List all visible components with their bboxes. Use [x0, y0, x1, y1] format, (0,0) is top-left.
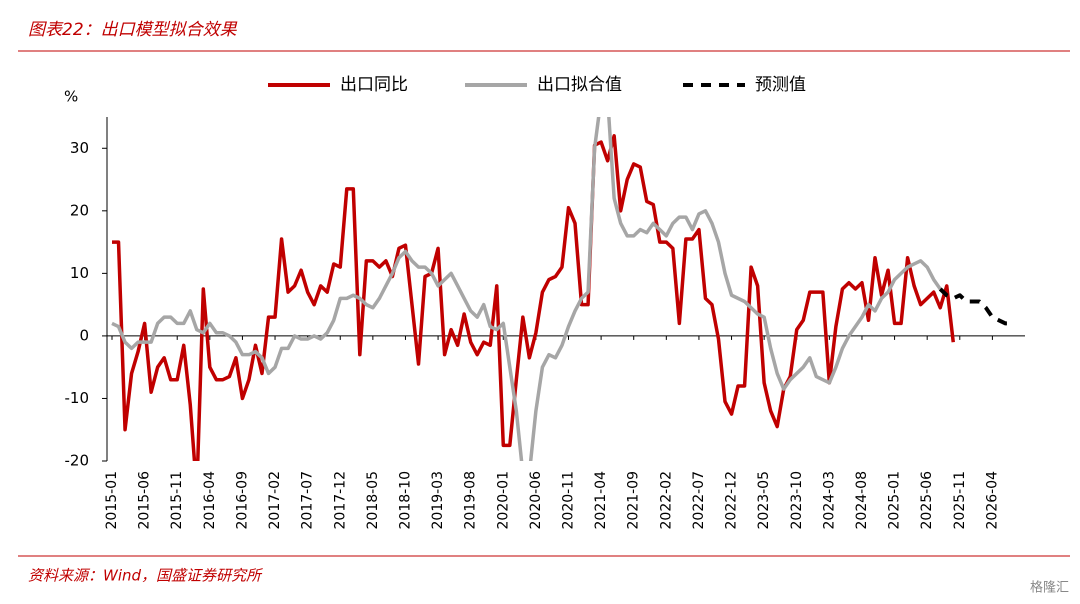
y-unit: % [64, 88, 78, 106]
x-tick-label: 2016-09 [234, 471, 250, 530]
y-tick-label: -10 [65, 389, 90, 407]
x-tick-label: 2016-04 [202, 471, 218, 530]
y-tick-label: -20 [65, 452, 90, 470]
series-line [111, 117, 942, 461]
legend-label: 预测值 [755, 75, 806, 95]
x-tick-label: 2022-07 [691, 471, 707, 530]
x-tick-label: 2015-01 [104, 471, 120, 530]
x-tick-label: 2022-12 [724, 471, 740, 530]
x-tick-label: 2025-06 [919, 471, 935, 530]
source: 资料来源：Wind，国盛证券研究所 [28, 567, 263, 585]
series-line [112, 134, 955, 461]
x-tick-label: 2025-01 [887, 471, 903, 530]
x-tick-label: 2015-06 [137, 471, 153, 530]
x-tick-label: 2020-06 [528, 471, 544, 530]
x-tick-label: 2026-04 [984, 471, 1000, 530]
legend-label: 出口拟合值 [537, 75, 622, 95]
x-tick-label: 2017-07 [300, 471, 316, 530]
x-tick-label: 2023-05 [756, 471, 772, 530]
x-tick-label: 2017-12 [332, 471, 348, 530]
x-tick-label: 2025-11 [952, 471, 968, 530]
chart-title: 图表22：出口模型拟合效果 [28, 20, 238, 40]
x-tick-label: 2023-10 [789, 471, 805, 530]
x-tick-label: 2021-04 [593, 471, 609, 530]
x-tick-label: 2018-05 [365, 471, 381, 530]
plot-area [111, 117, 1012, 461]
legend-label: 出口同比 [340, 75, 408, 95]
x-tick-label: 2021-09 [626, 471, 642, 530]
x-tick-label: 2015-11 [169, 471, 185, 530]
x-tick-label: 2017-02 [267, 471, 283, 530]
x-tick-label: 2024-08 [854, 471, 870, 530]
x-tick-label: 2018-10 [397, 471, 413, 530]
x-tick-label: 2020-11 [561, 471, 577, 530]
x-tick-label: 2022-02 [658, 471, 674, 530]
x-tick-label: 2020-01 [495, 471, 511, 530]
x-tick-label: 2024-03 [821, 471, 837, 530]
x-tick-label: 2019-03 [430, 471, 446, 530]
y-tick-label: 20 [70, 201, 89, 219]
x-tick-label: 2019-08 [463, 471, 479, 530]
y-tick-label: 10 [70, 264, 89, 282]
watermark: 格隆汇 [1030, 580, 1069, 596]
y-tick-label: 30 [70, 139, 89, 157]
y-tick-label: 0 [79, 326, 89, 344]
series-line [938, 287, 1012, 326]
